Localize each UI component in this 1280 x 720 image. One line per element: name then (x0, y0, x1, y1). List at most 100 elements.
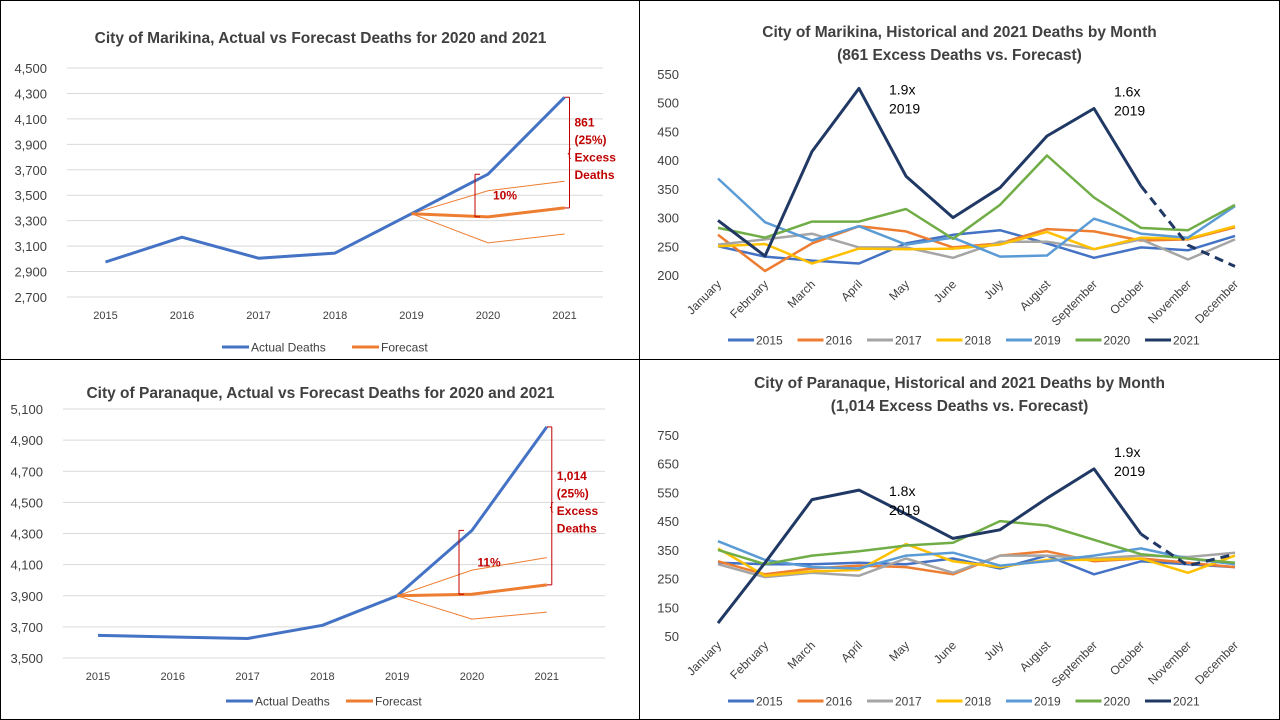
y-tick-label: 2,900 (14, 265, 47, 280)
y-tick-label: 4,300 (14, 86, 47, 101)
forecast-upper-bound-line (397, 557, 547, 597)
y-tick-label: 4,700 (10, 464, 43, 479)
x-tick-label: February (727, 638, 771, 682)
y-tick-label: 3,900 (14, 137, 47, 152)
y-tick-label: 50 (665, 629, 679, 644)
legend-label: 2017 (895, 695, 922, 709)
peak-annotation-line: 2019 (889, 502, 920, 518)
series-line-forecast (411, 206, 565, 219)
chart-title: City of Paranaque, Actual vs Forecast De… (86, 385, 555, 402)
x-tick-label: October (1107, 277, 1147, 317)
marikina-monthly-chart: 200 250 300 350 400 450 500 550 January February M… (657, 67, 1241, 348)
x-tick-label: 2020 (460, 671, 484, 683)
excess-annotation-line: Excess (575, 151, 617, 165)
x-tick-label: 2019 (399, 310, 423, 322)
x-tick-label: June (931, 277, 960, 306)
series-line-2021-projected (1140, 532, 1236, 568)
legend-label: 2018 (965, 334, 992, 348)
x-tick-label: October (1107, 638, 1147, 678)
excess-annotation-line: Deaths (557, 521, 597, 535)
peak-annotation-line: 2019 (889, 100, 920, 116)
legend-label: 2021 (1173, 695, 1200, 709)
y-tick-label: 3,700 (14, 163, 47, 178)
y-tick-label: 3,100 (14, 239, 47, 254)
x-tick-label: December (1192, 638, 1241, 687)
y-tick-label: 250 (657, 572, 679, 587)
series-line-2020 (717, 154, 1236, 241)
forecast-lower-bound-line (411, 213, 565, 244)
y-tick-label: 200 (657, 268, 679, 283)
x-tick-label: 2018 (323, 310, 347, 322)
legend-label: Actual Deaths (255, 695, 330, 709)
x-tick-label: May (886, 277, 912, 303)
x-tick-label: 2017 (235, 671, 259, 683)
x-tick-label: 2016 (161, 671, 185, 683)
legend-label: 2015 (756, 695, 783, 709)
y-tick-label: 3,500 (14, 188, 47, 203)
x-tick-label: 2017 (246, 310, 270, 322)
series-line-2019 (717, 177, 1236, 258)
y-tick-label: 500 (657, 96, 679, 111)
peak-annotation-line: 1.8x (889, 483, 915, 499)
x-tick-label: 2018 (310, 671, 334, 683)
x-tick-label: August (1017, 277, 1054, 314)
excess-annotation-line: (25%) (557, 486, 589, 500)
y-tick-label: 4,500 (10, 495, 43, 510)
x-tick-label: July (981, 638, 1006, 663)
x-tick-label: 2021 (552, 310, 576, 322)
excess-annotation-line: 861 (575, 116, 595, 130)
bracket-brace: { (550, 501, 554, 513)
y-tick-label: 350 (657, 543, 679, 558)
y-tick-label: 550 (657, 67, 679, 82)
x-tick-label: September (1049, 277, 1100, 328)
legend-label: Actual Deaths (251, 341, 326, 355)
marikina-monthly-panel: City of Marikina, Historical and 2021 De… (639, 0, 1280, 361)
y-tick-label: 4,100 (14, 112, 47, 127)
x-tick-label: April (838, 277, 865, 304)
series-line-2021 (716, 467, 1143, 625)
chart-title: City of Marikina, Historical and 2021 De… (640, 21, 1279, 67)
x-tick-label: May (886, 638, 912, 664)
x-tick-label: 2020 (476, 310, 500, 322)
chart-subtitle: (861 Excess Deaths vs. Forecast) (837, 47, 1082, 64)
chart-title: City of Paranaque, Historical and 2021 D… (640, 372, 1279, 418)
peak-annotation-line: 2019 (1114, 102, 1145, 118)
x-tick-label: March (785, 277, 818, 310)
chart-subtitle: (1,014 Excess Deaths vs. Forecast) (830, 398, 1089, 415)
x-tick-label: April (838, 638, 865, 665)
y-tick-label: 4,100 (10, 558, 43, 573)
paranaque-annual-chart: 3,500 3,700 3,900 4,100 4,300 4,500 4,700 4,900… (10, 402, 605, 709)
x-tick-label: September (1049, 638, 1100, 689)
plot-group: 3,500 3,700 3,900 4,100 4,300 4,500 4,700 4,900… (10, 402, 605, 709)
legend-label: 2017 (895, 334, 922, 348)
excess-annotation-line: 1,014 (557, 469, 587, 483)
series-line-forecast (397, 583, 547, 598)
peak-annotation-line: 1.9x (1114, 444, 1140, 460)
x-tick-label: January (684, 638, 724, 678)
y-tick-label: 3,300 (14, 214, 47, 229)
y-tick-label: 250 (657, 239, 679, 254)
series-line-actual-deaths (105, 96, 566, 264)
excess-annotation-line: Deaths (575, 168, 615, 182)
x-tick-label: February (727, 277, 771, 321)
y-tick-label: 3,900 (10, 589, 43, 604)
forecast-upper-bound-line (411, 180, 565, 215)
legend-label: 2020 (1104, 334, 1131, 348)
y-tick-label: 350 (657, 182, 679, 197)
x-tick-label: 2021 (535, 671, 559, 683)
forecast-lower-bound-line (397, 595, 547, 620)
y-tick-label: 2,700 (14, 290, 47, 305)
y-tick-label: 150 (657, 600, 679, 615)
legend-label: 2020 (1104, 695, 1131, 709)
marikina-annual-chart: 2,700 2,900 3,100 3,300 3,500 3,700 3,900 4,100… (14, 61, 617, 355)
chart-title: City of Marikina, Actual vs Forecast Dea… (94, 30, 547, 47)
x-tick-label: 2019 (385, 671, 409, 683)
legend-label: 2019 (1034, 695, 1061, 709)
y-tick-label: 3,700 (10, 620, 43, 635)
marikina-annual-panel: City of Marikina, Actual vs Forecast Dea… (0, 0, 641, 361)
series-line-2018 (717, 542, 1236, 577)
peak-annotation-line: 1.6x (1114, 83, 1140, 99)
plot-group: 50 150 250 350 450 550 650 750 January February Ma… (657, 428, 1241, 709)
y-tick-label: 5,100 (10, 402, 43, 417)
y-tick-label: 750 (657, 428, 679, 443)
